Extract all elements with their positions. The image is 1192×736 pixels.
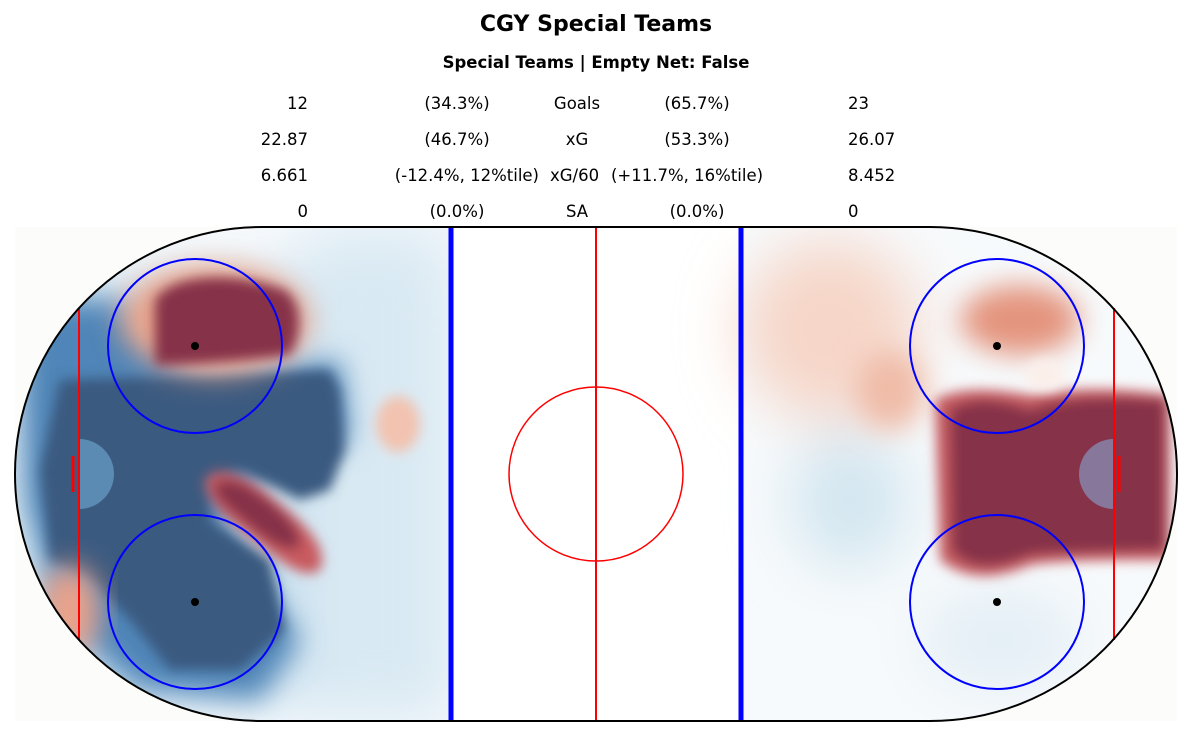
center-faceoff-circle [508,386,684,562]
left-goal-crease [79,439,114,509]
right-goal-crease [1079,439,1114,509]
sa-left-share: (0.0%) [429,202,485,221]
chart-subtitle: Special Teams | Empty Net: False [442,53,750,72]
xg60-right-share: (+11.7%, 16%tile) [611,166,764,185]
sa-metric-label: SA [565,202,589,221]
faceoff-circle-left-top [107,258,283,434]
xg-right-share: (53.3%) [664,130,730,149]
faceoff-dot [191,598,199,606]
faceoff-dot [993,342,1001,350]
goals-metric-label: Goals [553,94,601,113]
goals-right-value: 23 [848,94,869,113]
faceoff-circle-right-bottom [909,514,1085,690]
sa-right-share: (0.0%) [669,202,725,221]
sa-right-value: 0 [848,202,859,221]
xg60-left-share: (-12.4%, 12%tile) [394,166,539,185]
faceoff-circle-right-top [909,258,1085,434]
xg60-metric-label: xG/60 [550,166,600,185]
sa-left-value: 0 [297,202,309,221]
xg60-right-value: 8.452 [848,166,896,185]
goals-right-share: (65.7%) [664,94,730,113]
chart-title: CGY Special Teams [479,12,713,37]
rink-boards [14,226,1178,722]
goals-left-value: 12 [287,94,308,113]
xg60-left-value: 6.661 [260,166,308,185]
faceoff-circle-left-bottom [107,514,283,690]
goals-left-share: (34.3%) [424,94,490,113]
xg-left-share: (46.7%) [424,130,490,149]
xg-left-value: 22.87 [260,130,308,149]
xg-right-value: 26.07 [848,130,896,149]
faceoff-dot [191,342,199,350]
xg-metric-label: xG [565,130,589,149]
faceoff-dot [993,598,1001,606]
